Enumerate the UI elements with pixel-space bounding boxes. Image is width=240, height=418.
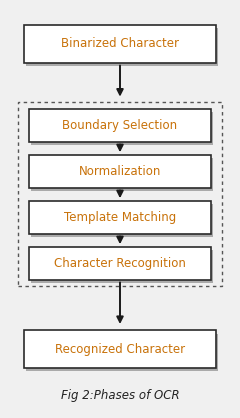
Text: Fig 2:Phases of OCR: Fig 2:Phases of OCR: [61, 388, 179, 402]
Bar: [26, 334, 218, 371]
Text: Normalization: Normalization: [79, 165, 161, 178]
Text: Recognized Character: Recognized Character: [55, 342, 185, 356]
Bar: [31, 250, 213, 283]
Bar: [29, 201, 211, 234]
Bar: [29, 109, 211, 142]
Text: Binarized Character: Binarized Character: [61, 37, 179, 51]
Bar: [29, 247, 211, 280]
Bar: [31, 204, 213, 237]
Text: Template Matching: Template Matching: [64, 211, 176, 224]
Bar: [24, 330, 216, 368]
Text: Boundary Selection: Boundary Selection: [62, 119, 178, 132]
Bar: [31, 112, 213, 145]
Bar: [29, 155, 211, 188]
Bar: [24, 25, 216, 63]
Bar: [26, 28, 218, 66]
Bar: [18, 102, 222, 286]
Bar: [31, 158, 213, 191]
Text: Character Recognition: Character Recognition: [54, 257, 186, 270]
